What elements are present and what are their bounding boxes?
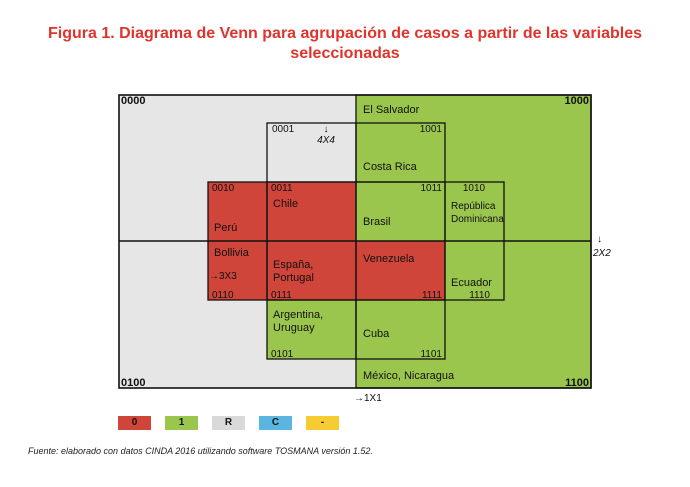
corner-code-br: 1100 <box>565 377 589 389</box>
cell-0110 <box>208 241 267 300</box>
code-0101: 0101 <box>271 349 294 360</box>
code-1010: 1010 <box>463 183 486 194</box>
case-brasil: Brasil <box>363 216 391 228</box>
cell-0010 <box>208 182 267 241</box>
legend-swatch-c: C <box>259 416 292 430</box>
figure-title: Figura 1. Diagrama de Venn para agrupaci… <box>0 24 690 64</box>
code-0110: 0110 <box>212 290 234 301</box>
set-1x1-label: →1X1 <box>354 393 382 404</box>
code-1011: 1011 <box>420 183 442 194</box>
cell-1011 <box>356 182 445 241</box>
cell-0101 <box>267 300 356 359</box>
legend-swatch-0: 0 <box>118 416 151 430</box>
corner-code-tl: 0000 <box>121 95 145 107</box>
cell-0111 <box>267 241 356 300</box>
source-note: Fuente: elaborado con datos CINDA 2016 u… <box>28 446 373 456</box>
case-chile: Chile <box>273 198 298 210</box>
code-1111: 1111 <box>422 290 442 301</box>
cell-1010 <box>445 182 504 241</box>
case-venezuela: Venezuela <box>363 253 415 265</box>
case-peru: Perú <box>214 222 237 234</box>
set-3x3-label: →3X3 <box>209 271 237 282</box>
case-argentina-uruguay-line-2: Uruguay <box>273 322 315 334</box>
case-mexico-nicaragua: México, Nicaragua <box>363 370 455 382</box>
case-republica-dominicana-line-2: Dominicana <box>451 214 504 225</box>
cell-0011 <box>267 182 356 241</box>
legend-swatch-1: 1 <box>165 416 198 430</box>
figure-title-line-2: seleccionadas <box>290 45 400 62</box>
corner-code-tr: 1000 <box>565 95 589 107</box>
case-costa-rica: Costa Rica <box>363 161 418 173</box>
case-ecuador: Ecuador <box>451 277 492 289</box>
code-1001: 1001 <box>420 124 443 135</box>
legend-swatch-r: R <box>212 416 245 430</box>
case-bolivia: Bollivia <box>214 247 250 259</box>
case-cuba: Cuba <box>363 328 390 340</box>
set-4x4-label: 4X4 <box>317 135 335 146</box>
case-espana-portugal-line-1: España, <box>273 259 313 271</box>
corner-code-bl: 0100 <box>121 377 145 389</box>
cell-1101 <box>356 300 445 359</box>
code-0111: 0111 <box>271 290 292 301</box>
cell-1110 <box>445 241 504 300</box>
case-el-salvador: El Salvador <box>363 104 420 116</box>
set-2x2-label: 2X2 <box>592 248 611 259</box>
cell-0001 <box>267 123 356 182</box>
code-0001: 0001 <box>272 124 295 135</box>
figure-title-line-1: Figura 1. Diagrama de Venn para agrupaci… <box>47 25 642 42</box>
cell-1111 <box>356 241 445 300</box>
code-1110: 1110 <box>469 290 490 301</box>
case-republica-dominicana-line-1: República <box>451 201 496 212</box>
case-espana-portugal-line-2: Portugal <box>273 272 314 284</box>
set-4x4-arrow: ↓ <box>324 124 329 135</box>
case-argentina-uruguay-line-1: Argentina, <box>273 309 323 321</box>
code-0011: 0011 <box>271 183 293 194</box>
legend-swatch-dash: - <box>306 416 339 430</box>
set-2x2-arrow: ↓ <box>597 234 602 245</box>
cell-1001 <box>356 123 445 182</box>
code-1101: 1101 <box>420 349 442 360</box>
code-0010: 0010 <box>212 183 235 194</box>
